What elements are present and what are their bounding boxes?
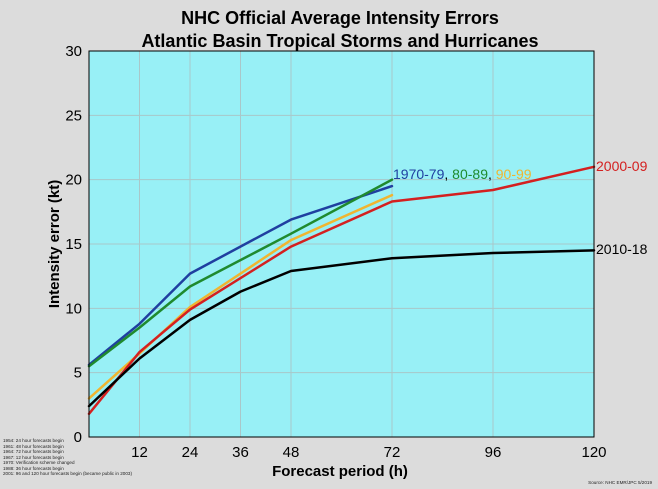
note-line: 1964: 72 hour forecasts begin bbox=[3, 449, 64, 454]
x-tick-label: 120 bbox=[581, 444, 606, 461]
x-tick-label: 96 bbox=[485, 444, 502, 461]
series-line-90-99 bbox=[87, 193, 394, 400]
note-line: 2001: 96 and 120 hour forecasts begin (b… bbox=[3, 471, 132, 476]
y-tick-label: 0 bbox=[74, 429, 82, 446]
x-axis-label: Forecast period (h) bbox=[272, 463, 408, 480]
note-line: 1970: Verification scheme changed bbox=[3, 460, 75, 465]
series-layer bbox=[87, 165, 596, 416]
series-label-90-99: 90-99 bbox=[496, 166, 532, 182]
series-label-2000-09: 2000-09 bbox=[596, 158, 648, 174]
y-tick-label: 25 bbox=[65, 107, 82, 124]
y-tick-label: 5 bbox=[74, 365, 82, 382]
x-tick-label: 12 bbox=[131, 444, 148, 461]
series-line-2000-09 bbox=[87, 165, 596, 416]
x-tick-label: 24 bbox=[182, 444, 199, 461]
note-line: 1954: 24 hour forecasts begin bbox=[3, 438, 64, 443]
y-axis-label: Intensity error (kt) bbox=[46, 180, 63, 308]
series-label-1970-79: 1970-79 bbox=[393, 166, 445, 182]
series-label-sep-2: , bbox=[488, 166, 496, 182]
series-label-2010-18: 2010-18 bbox=[596, 241, 648, 257]
series-line-2010-18 bbox=[87, 249, 596, 408]
chart-title-line-1: NHC Official Average Intensity Errors bbox=[181, 8, 499, 28]
x-tick-label: 72 bbox=[384, 444, 401, 461]
x-tick-label: 48 bbox=[283, 444, 300, 461]
y-tick-label: 15 bbox=[65, 236, 82, 253]
series-line-80-89 bbox=[87, 178, 394, 368]
plot-frame bbox=[88, 50, 595, 438]
chart-title-line-2: Atlantic Basin Tropical Storms and Hurri… bbox=[141, 31, 538, 51]
y-tick-label: 10 bbox=[65, 300, 82, 317]
y-tick-label: 30 bbox=[65, 43, 82, 60]
y-tick-labels: 0 5 10 15 20 25 30 bbox=[65, 43, 82, 446]
grid-lines bbox=[89, 51, 594, 437]
note-line: 1967: 12 hour forecasts begin bbox=[3, 454, 64, 460]
x-tick-labels: 12 24 36 48 72 96 120 bbox=[131, 444, 606, 461]
series-line-1970-79 bbox=[87, 184, 394, 367]
note-line: 1961: 48 hour forecasts begin bbox=[3, 443, 64, 449]
x-tick-label: 36 bbox=[232, 444, 249, 461]
series-label-80-89: 80-89 bbox=[452, 166, 488, 182]
series-label-sep-1: , bbox=[444, 166, 452, 182]
forecast-history-notes: 1954: 24 hour forecasts begin 1961: 48 h… bbox=[3, 438, 132, 477]
note-line: 1988: 36 hour forecasts begin bbox=[3, 465, 64, 471]
y-tick-label: 20 bbox=[65, 172, 82, 189]
source-credit: Source: NHC EMR/JPC 5/2019 bbox=[588, 480, 652, 485]
series-label-group: 1970-79, 80-89, 90-99 bbox=[393, 166, 532, 182]
